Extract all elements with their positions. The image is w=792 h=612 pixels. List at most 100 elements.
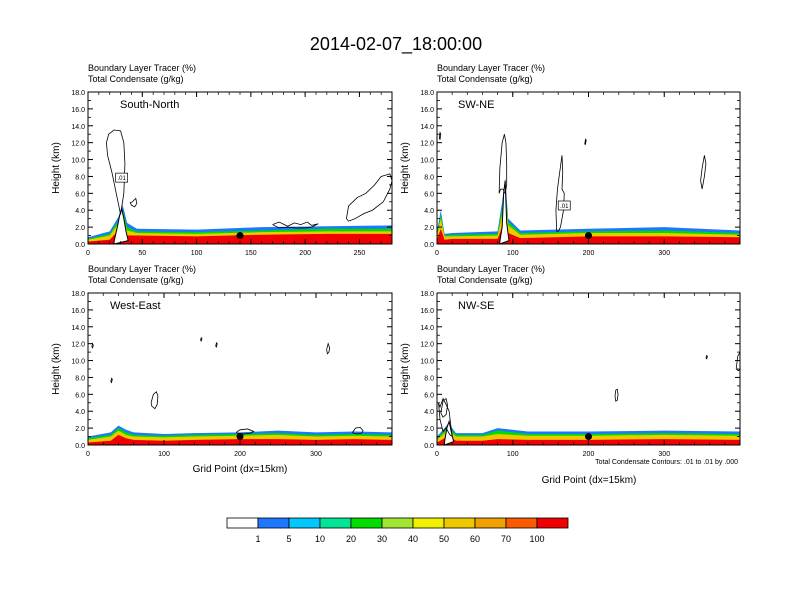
colorbar-swatch [412, 517, 445, 529]
condensate-contour [326, 342, 331, 355]
colorbar-swatch [350, 517, 383, 529]
center-point-marker [585, 232, 592, 240]
bl-tracer-layer-60 [437, 193, 740, 244]
contour-label: .01 [560, 204, 569, 210]
y-tick-label: 10.0 [71, 158, 85, 165]
y-tick-label: 2.0 [424, 225, 434, 232]
x-tick-label: 100 [191, 250, 203, 257]
contour-note: Total Condensate Contours: .01 to .01 by… [595, 459, 738, 466]
y-tick-label: 14.0 [420, 325, 434, 332]
panel-south-north: Boundary Layer Tracer (%) Total Condensa… [51, 63, 393, 257]
y-tick-label: 0.0 [424, 443, 434, 450]
y-tick-label: 10.0 [420, 158, 434, 165]
plot-frame [87, 292, 393, 446]
condensate-contour [272, 221, 319, 229]
y-tick-label: 8.0 [424, 375, 434, 382]
condensate-contour [110, 377, 113, 384]
plot-frame [436, 292, 741, 446]
condensate-contour [584, 138, 587, 145]
condensate-contour [700, 155, 707, 190]
colorbar-label: 40 [408, 534, 418, 544]
colorbar-label: 20 [346, 534, 356, 544]
y-tick-label: 16.0 [71, 308, 85, 315]
y-tick-label: 4.0 [424, 409, 434, 416]
y-tick-label: 14.0 [71, 124, 85, 131]
condensate-contour [91, 342, 94, 349]
x-tick-label: 200 [583, 250, 595, 257]
panel-sw-ne: Boundary Layer Tracer (%) Total Condensa… [400, 63, 741, 257]
panel-title-line2: Total Condensate (g/kg) [88, 74, 184, 84]
y-tick-label: 18.0 [420, 90, 434, 97]
condensate-contour [200, 336, 203, 342]
x-tick-label: 300 [658, 250, 670, 257]
figure-title: 2014-02-07_18:00:00 [310, 34, 482, 55]
x-tick-label: 50 [138, 250, 146, 257]
condensate-contour [614, 388, 619, 402]
x-tick-label: 150 [245, 250, 257, 257]
colorbar: 1 5 10 20 30 40 50 60 70 100 [226, 517, 569, 544]
terrain-profile [499, 180, 510, 245]
y-tick-label: 10.0 [420, 359, 434, 366]
condensate-contour [705, 354, 708, 360]
section-label: South-North [120, 99, 179, 111]
condensate-contour [438, 131, 442, 141]
y-tick-label: 0.0 [75, 443, 85, 450]
panel-title-line2: Total Condensate (g/kg) [88, 275, 184, 285]
center-point-marker [236, 433, 244, 441]
panel-title-line1: Boundary Layer Tracer (%) [437, 264, 545, 274]
y-axis-label: Height (km) [400, 142, 411, 194]
colorbar-swatch [505, 517, 538, 529]
colorbar-swatch [381, 517, 414, 529]
colorbar-swatch [536, 517, 569, 529]
y-tick-label: 6.0 [424, 392, 434, 399]
colorbar-label: 70 [501, 534, 511, 544]
condensate-contour [150, 391, 159, 410]
colorbar-label: 30 [377, 534, 387, 544]
x-tick-label: 0 [435, 250, 439, 257]
y-axis-label: Height (km) [51, 343, 62, 395]
colorbar-swatch [474, 517, 507, 529]
panel-title-line1: Boundary Layer Tracer (%) [88, 63, 196, 73]
x-tick-label: 300 [658, 451, 670, 458]
panel-nw-se: Boundary Layer Tracer (%) Total Condensa… [400, 264, 741, 486]
y-tick-label: 0.0 [75, 242, 85, 249]
y-tick-label: 4.0 [75, 409, 85, 416]
colorbar-swatch [257, 517, 290, 529]
y-tick-label: 18.0 [71, 90, 85, 97]
y-axis-label: Height (km) [400, 343, 411, 395]
center-point-marker [585, 433, 592, 441]
y-tick-label: 6.0 [75, 392, 85, 399]
colorbar-swatch [443, 517, 476, 529]
condensate-contour [440, 397, 449, 418]
condensate-contour [498, 134, 508, 195]
x-tick-label: 200 [583, 451, 595, 458]
y-tick-label: 18.0 [71, 291, 85, 298]
y-tick-label: 6.0 [424, 191, 434, 198]
y-tick-label: 2.0 [75, 225, 85, 232]
y-tick-label: 4.0 [75, 208, 85, 215]
y-tick-label: 12.0 [71, 141, 85, 148]
y-tick-label: 0.0 [424, 242, 434, 249]
bl-tracer-layer-100 [437, 214, 740, 244]
x-tick-label: 100 [507, 451, 519, 458]
y-tick-label: 12.0 [420, 141, 434, 148]
y-tick-label: 18.0 [420, 291, 434, 298]
condensate-contour [735, 351, 741, 372]
x-tick-label: 0 [86, 451, 90, 458]
x-tick-label: 250 [354, 250, 366, 257]
colorbar-swatch [319, 517, 352, 529]
x-tick-label: 0 [435, 451, 439, 458]
y-tick-label: 4.0 [424, 208, 434, 215]
colorbar-label: 100 [529, 534, 544, 544]
y-tick-label: 2.0 [75, 426, 85, 433]
section-label: SW-NE [458, 99, 494, 111]
panel-title-line1: Boundary Layer Tracer (%) [437, 63, 545, 73]
colorbar-label: 50 [439, 534, 449, 544]
plot-frame [87, 91, 393, 245]
x-axis-label: Grid Point (dx=15km) [542, 475, 637, 486]
x-tick-label: 0 [86, 250, 90, 257]
contour-label-box [557, 200, 571, 211]
section-label: West-East [110, 300, 161, 312]
y-tick-label: 16.0 [420, 308, 434, 315]
